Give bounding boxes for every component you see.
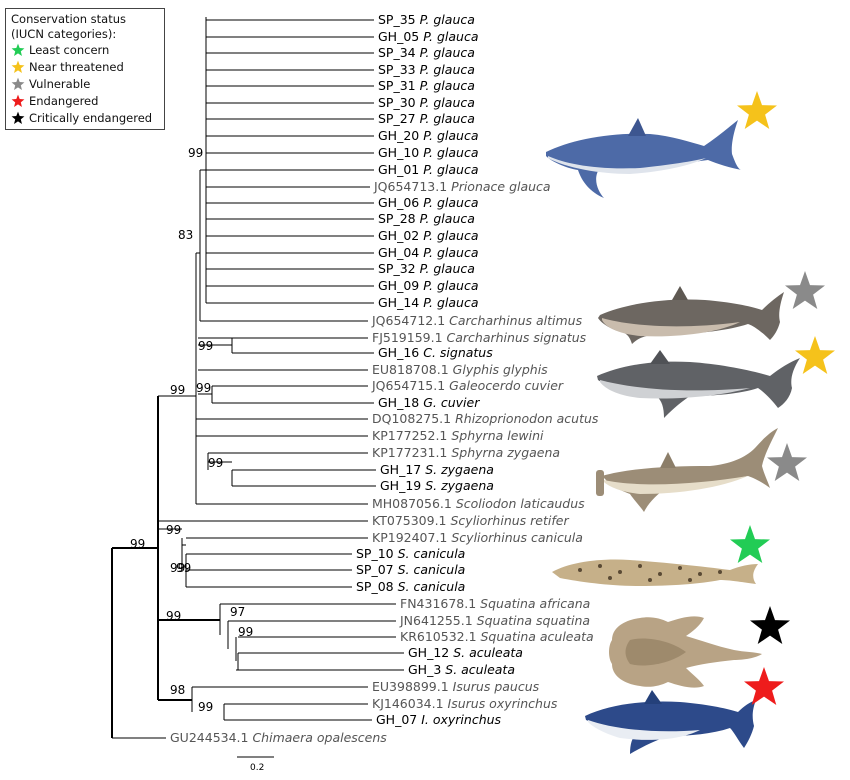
star-icon <box>730 525 770 563</box>
star-icon <box>11 77 25 91</box>
tip-label: GH_18 G. cuvier <box>378 395 480 410</box>
tip-label: GH_16 C. signatus <box>378 345 493 360</box>
tip-label: JN641255.1 Squatina squatina <box>399 613 590 628</box>
tip-label: GH_12 S. aculeata <box>408 645 523 660</box>
bootstrap-value: 99 <box>170 383 185 397</box>
star-icon <box>737 91 777 129</box>
legend-label: Vulnerable <box>29 77 91 91</box>
scale-bar-label: 0.2 <box>250 763 264 773</box>
blue-shark-illustration <box>546 118 742 198</box>
star-icon <box>11 94 25 108</box>
tip-label: GH_3 S. aculeata <box>408 662 515 677</box>
tip-label: FJ519159.1 Carcharhinus signatus <box>372 330 587 345</box>
star-icon <box>750 606 790 644</box>
bootstrap-value: 99 <box>198 700 213 714</box>
legend-item-endangered: Endangered <box>11 93 164 110</box>
bootstrap-value: 99 <box>198 339 213 353</box>
star-icon <box>744 667 784 705</box>
legend-title-line2: (IUCN categories): <box>11 27 117 41</box>
tip-label: SP_32 P. glauca <box>378 261 475 276</box>
tip-label: GH_14 P. glauca <box>378 295 479 310</box>
tip-label: JQ654712.1 Carcharhinus altimus <box>371 313 583 328</box>
tip-label: GH_19 S. zygaena <box>380 478 494 493</box>
hammerhead-shark-illustration <box>596 428 778 512</box>
tip-label: JQ654715.1 Galeocerdo cuvier <box>371 378 564 393</box>
scale-bar: 0.2 <box>237 756 274 773</box>
bootstrap-value: 99 <box>176 561 191 575</box>
tip-label: SP_34 P. glauca <box>378 45 475 60</box>
tip-label: GH_02 P. glauca <box>378 228 479 243</box>
tip-label: GH_20 P. glauca <box>378 128 479 143</box>
tip-label: EU398899.1 Isurus paucus <box>372 679 540 694</box>
bootstrap-value: 99 <box>196 381 211 395</box>
tip-label: GH_09 P. glauca <box>378 278 479 293</box>
tip-label: GH_06 P. glauca <box>378 195 479 210</box>
bootstrap-value: 99 <box>170 561 185 575</box>
tip-label: SP_08 S. canicula <box>356 579 465 594</box>
tip-label: KP177252.1 Sphyrna lewini <box>372 428 544 443</box>
bootstrap-value: 99 <box>166 609 181 623</box>
bootstrap-value: 99 <box>188 146 203 160</box>
tip-label: KP192407.1 Scyliorhinus canicula <box>372 530 583 545</box>
star-icon <box>11 43 25 57</box>
tip-label: GH_07 I. oxyrinchus <box>376 712 502 727</box>
bootstrap-value: 99 <box>238 625 253 639</box>
tip-label: SP_07 S. canicula <box>356 562 465 577</box>
tip-label: SP_28 P. glauca <box>378 211 475 226</box>
star-icon <box>11 60 25 74</box>
tiger-shark-illustration <box>597 350 800 418</box>
tip-label: SP_33 P. glauca <box>378 62 475 77</box>
tip-label: EU818708.1 Glyphis glyphis <box>372 362 548 377</box>
legend-item-least-concern: Least concern <box>11 42 164 59</box>
tip-label: JQ654713.1 Prionace glauca <box>373 179 551 194</box>
tip-label: KJ146034.1 Isurus oxyrinchus <box>372 696 558 711</box>
tip-label: SP_35 P. glauca <box>378 12 475 27</box>
tip-label: GH_10 P. glauca <box>378 145 479 160</box>
legend-label: Critically endangered <box>29 111 153 125</box>
tip-label: SP_31 P. glauca <box>378 78 475 93</box>
tip-label: GH_01 P. glauca <box>378 162 479 177</box>
tip-label: KR610532.1 Squatina aculeata <box>400 629 594 644</box>
tip-label: DQ108275.1 Rhizoprionodon acutus <box>372 411 599 426</box>
tip-label: MH087056.1 Scoliodon laticaudus <box>372 496 585 511</box>
tree-branches <box>111 17 404 739</box>
tip-label: KP177231.1 Sphyrna zygaena <box>372 445 560 460</box>
legend-label: Least concern <box>29 43 110 57</box>
legend-title-line1: Conservation status <box>11 12 127 26</box>
conservation-legend: Conservation status (IUCN categories): L… <box>5 8 165 130</box>
tip-label: GH_17 S. zygaena <box>380 462 494 477</box>
tip-label: SP_27 P. glauca <box>378 111 475 126</box>
legend-item-critically-endangered: Critically endangered <box>11 110 164 127</box>
bignose-shark-illustration <box>598 286 784 344</box>
bootstrap-value: 98 <box>170 683 185 697</box>
mako-shark-illustration <box>585 690 756 754</box>
bootstrap-value: 99 <box>130 537 145 551</box>
bootstrap-value: 99 <box>208 456 223 470</box>
bootstrap-value: 99 <box>166 523 181 537</box>
angel-shark-illustration <box>609 616 762 688</box>
legend-label: Endangered <box>29 94 99 108</box>
star-icon <box>795 336 835 374</box>
tip-label: KT075309.1 Scyliorhinus retifer <box>372 513 569 528</box>
tip-label: SP_10 S. canicula <box>356 546 465 561</box>
star-icon <box>785 271 825 309</box>
star-icon <box>11 111 25 125</box>
legend-item-near-threatened: Near threatened <box>11 59 164 76</box>
catshark-illustration <box>552 559 758 586</box>
bootstrap-value: 83 <box>178 228 193 242</box>
tip-label: GH_04 P. glauca <box>378 245 479 260</box>
bootstrap-value: 97 <box>230 605 245 619</box>
legend-label: Near threatened <box>29 60 124 74</box>
tip-label: GH_05 P. glauca <box>378 29 479 44</box>
star-icon <box>767 443 807 481</box>
legend-item-vulnerable: Vulnerable <box>11 76 164 93</box>
tip-label: FN431678.1 Squatina africana <box>400 596 590 611</box>
tip-label: SP_30 P. glauca <box>378 95 475 110</box>
tip-label: GU244534.1 Chimaera opalescens <box>170 730 387 745</box>
